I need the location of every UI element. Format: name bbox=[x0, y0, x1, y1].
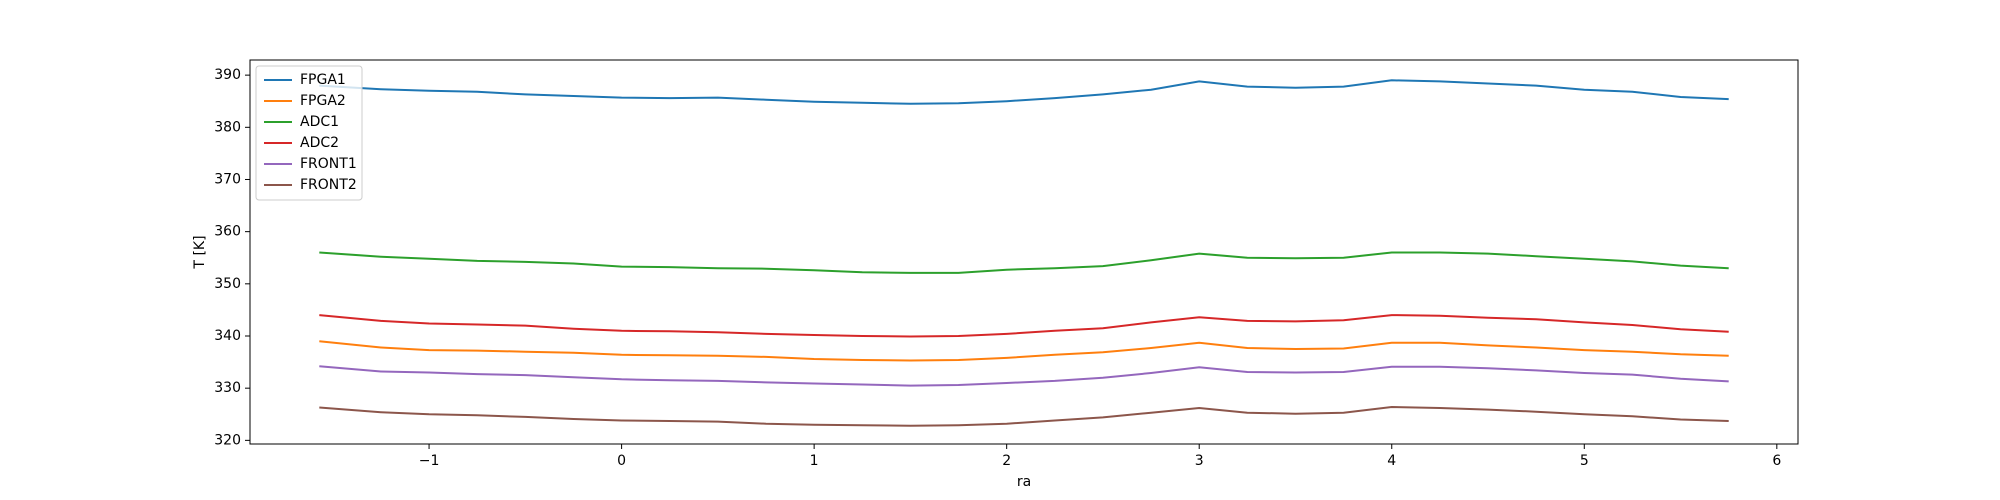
x-tick-label: 1 bbox=[810, 453, 819, 469]
legend-label: FPGA1 bbox=[300, 72, 346, 88]
series-line bbox=[319, 251, 1729, 274]
x-tick-label: 6 bbox=[1772, 453, 1781, 469]
y-tick-label: 320 bbox=[214, 432, 241, 448]
series-line bbox=[319, 405, 1729, 427]
plot-frame bbox=[249, 59, 1799, 445]
series-line bbox=[319, 79, 1729, 105]
legend-label: FRONT1 bbox=[300, 156, 357, 172]
y-tick-label: 340 bbox=[214, 328, 241, 344]
legend-label: FPGA2 bbox=[300, 93, 346, 109]
x-tick-label: 4 bbox=[1387, 453, 1396, 469]
y-tick-label: 330 bbox=[214, 380, 241, 396]
legend-label: FRONT2 bbox=[300, 177, 357, 193]
x-tick-label: 0 bbox=[617, 453, 626, 469]
legend-label: ADC2 bbox=[300, 135, 339, 151]
y-tick-label: 350 bbox=[214, 276, 241, 292]
y-tick-label: 370 bbox=[214, 171, 241, 187]
series-line bbox=[319, 314, 1729, 338]
y-axis-label: T [K] bbox=[192, 235, 208, 269]
x-tick-label: 2 bbox=[1002, 453, 1011, 469]
y-tick-label: 380 bbox=[214, 119, 241, 135]
x-tick-label: 3 bbox=[1195, 453, 1204, 469]
y-tick-label: 360 bbox=[214, 224, 241, 240]
x-tick-label: 5 bbox=[1580, 453, 1589, 469]
legend-box bbox=[255, 65, 363, 201]
series-line bbox=[319, 340, 1729, 362]
x-tick-label: −1 bbox=[419, 453, 440, 469]
series-line bbox=[319, 365, 1729, 387]
legend-label: ADC1 bbox=[300, 114, 339, 130]
x-axis-label: ra bbox=[1017, 474, 1031, 490]
y-tick-label: 390 bbox=[214, 67, 241, 83]
